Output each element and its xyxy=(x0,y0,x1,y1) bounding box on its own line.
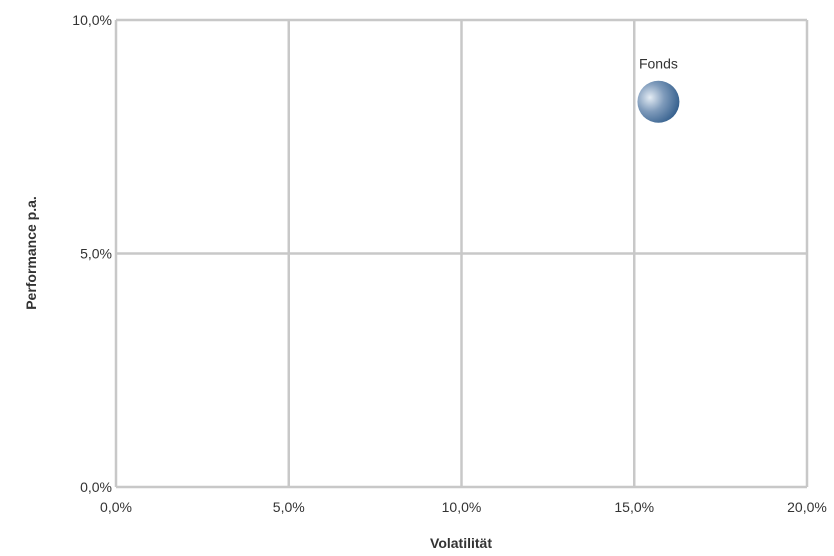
y-tick-label: 0,0% xyxy=(80,479,112,495)
data-point-label: Fonds xyxy=(639,56,678,72)
y-tick-label: 10,0% xyxy=(72,12,112,28)
x-tick-label: 10,0% xyxy=(442,499,482,515)
tick-labels: 0,0% 5,0% 10,0% 15,0% 20,0% 0,0% 5,0% 10,0% xyxy=(72,12,827,515)
x-tick-label: 15,0% xyxy=(614,499,654,515)
y-tick-label: 5,0% xyxy=(80,246,112,262)
x-tick-label: 5,0% xyxy=(273,499,305,515)
data-points: Fonds xyxy=(637,56,680,123)
x-tick-label: 0,0% xyxy=(100,499,132,515)
y-axis-title: Performance p.a. xyxy=(23,196,39,310)
data-point-bubble xyxy=(637,80,680,123)
x-axis-title: Volatilität xyxy=(430,535,492,551)
grid-lines xyxy=(114,18,809,489)
x-tick-label: 20,0% xyxy=(787,499,827,515)
